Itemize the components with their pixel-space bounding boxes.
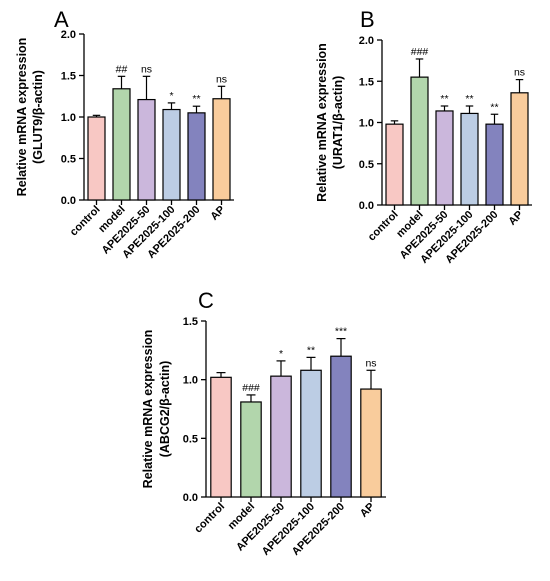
- bar-ape2025-50: [137, 98, 156, 201]
- y-tick-label: 0.0: [61, 195, 76, 207]
- x-tick-label: APE2025-200: [290, 501, 347, 558]
- bar-ape2025-50: [435, 110, 454, 206]
- bar-ape2025-200: [330, 355, 352, 498]
- bar-ape2025-100: [162, 108, 181, 201]
- bar-ap: [360, 388, 382, 498]
- significance-label: ns: [216, 73, 227, 85]
- panel-b-chart: B Relative mRNA expression (URAT1/β-actin)…: [315, 7, 532, 266]
- significance-label: ns: [365, 357, 376, 369]
- y-tick-label: 1.5: [61, 71, 76, 83]
- y-tick-label: 1.0: [183, 375, 198, 387]
- bar-model: [410, 76, 429, 206]
- significance-label: ###: [411, 46, 429, 58]
- y-tick-label: 1.5: [183, 316, 198, 328]
- bar-control: [210, 376, 232, 498]
- y-axis-subtitle-c: (ABCG2/β-actin): [158, 361, 172, 458]
- y-tick-label: 1.5: [359, 76, 374, 88]
- panel-letter-c: C: [198, 288, 214, 313]
- y-axis-title-c: Relative mRNA expression: [141, 330, 155, 489]
- bar-model: [240, 401, 262, 498]
- bar-ape2025-100: [300, 369, 322, 498]
- y-tick-label: 0.5: [183, 433, 198, 445]
- panel-a-chart: A Relative mRNA expression (GLUT9/β-actin)…: [15, 7, 234, 261]
- panel-c-chart: C Relative mRNA expression (ABCG2/β-actin)…: [141, 288, 386, 558]
- x-tick-label: control: [68, 204, 103, 239]
- significance-label: ***: [335, 326, 347, 338]
- panel-letter-a: A: [54, 7, 69, 32]
- x-tick-label: AP: [506, 209, 525, 228]
- y-tick-label: 0.0: [183, 492, 198, 504]
- bar-control: [87, 116, 106, 201]
- significance-label: ns: [141, 63, 152, 75]
- bar-ap: [510, 92, 529, 206]
- significance-label: *: [169, 90, 173, 102]
- x-tick-label: APE2025-100: [260, 501, 317, 558]
- panel-letter-b: B: [360, 7, 375, 32]
- y-tick-label: 0.0: [359, 200, 374, 212]
- significance-label: **: [440, 93, 448, 105]
- significance-label: ns: [514, 67, 525, 79]
- bar-ape2025-200: [485, 123, 504, 206]
- y-tick-label: 1.0: [359, 118, 374, 130]
- bar-control: [385, 123, 404, 206]
- y-axis-title-b: Relative mRNA expression: [315, 43, 329, 202]
- bar-ape2025-50: [270, 375, 292, 498]
- significance-label: **: [192, 93, 200, 105]
- significance-label: ###: [242, 382, 260, 394]
- bar-model: [112, 88, 131, 201]
- significance-label: **: [490, 101, 498, 113]
- significance-label: **: [465, 93, 473, 105]
- significance-label: **: [307, 344, 315, 356]
- bar-ape2025-100: [460, 112, 479, 206]
- y-tick-label: 0.5: [359, 159, 374, 171]
- x-tick-label: control: [366, 209, 401, 244]
- y-tick-label: 2.0: [359, 35, 374, 47]
- significance-label: *: [279, 348, 283, 360]
- y-tick-label: 1.0: [61, 112, 76, 124]
- x-tick-label: AP: [208, 204, 227, 223]
- y-axis-subtitle-a: (GLUT9/β-actin): [31, 70, 45, 164]
- bar-ap: [212, 98, 231, 201]
- bar-ape2025-200: [187, 112, 206, 201]
- y-tick-label: 0.5: [61, 154, 76, 166]
- y-tick-label: 2.0: [61, 29, 76, 41]
- y-axis-subtitle-b: (URAT1/β-actin): [331, 76, 345, 170]
- x-tick-label: AP: [358, 501, 377, 520]
- y-axis-title-a: Relative mRNA expression: [15, 38, 29, 197]
- x-tick-label: control: [192, 501, 227, 536]
- significance-label: ##: [116, 63, 128, 75]
